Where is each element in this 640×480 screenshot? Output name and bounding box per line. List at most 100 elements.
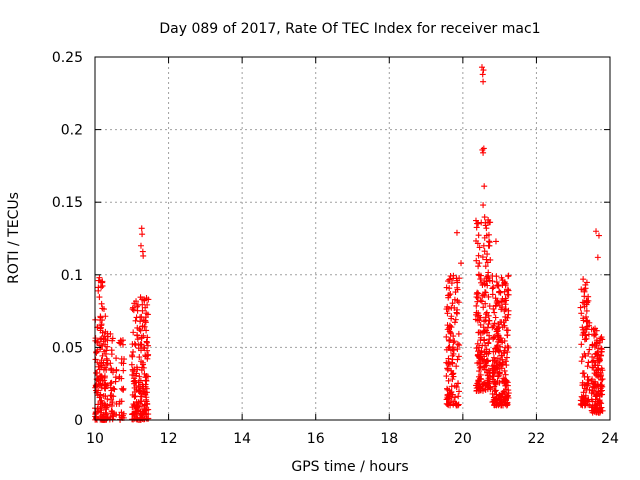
data-point (483, 346, 490, 353)
data-point (489, 378, 496, 385)
axis-ticks: 10 12 14 16 18 20 22 24 0 0.05 0.1 0.15 0.2 0.25 (52, 50, 619, 447)
data-point (446, 343, 453, 350)
data-point (132, 317, 139, 324)
data-point (485, 216, 492, 223)
data-point (474, 240, 481, 247)
data-point (502, 313, 509, 320)
data-point (581, 373, 588, 380)
data-point (580, 389, 587, 396)
data-point (480, 202, 487, 209)
data-point (98, 284, 105, 291)
data-point (102, 350, 109, 357)
data-point (581, 385, 588, 392)
data-point (135, 342, 142, 349)
data-point (498, 274, 505, 281)
data-point (484, 357, 491, 364)
data-point (476, 368, 483, 375)
data-point (593, 228, 600, 235)
data-point (478, 298, 485, 305)
data-point (138, 225, 145, 232)
data-point (473, 224, 480, 231)
data-point (136, 354, 143, 361)
data-point (448, 383, 455, 390)
data-point (98, 373, 105, 380)
data-point (447, 389, 454, 396)
data-point (458, 260, 465, 267)
data-point (578, 310, 585, 317)
data-point (583, 313, 590, 320)
data-point (473, 257, 480, 264)
data-point (483, 309, 490, 316)
data-point (138, 341, 145, 348)
data-point (109, 399, 116, 406)
data-point (107, 360, 114, 367)
data-point (479, 71, 486, 78)
data-point (594, 254, 601, 261)
data-point (591, 332, 598, 339)
data-point (100, 336, 107, 343)
data-point (496, 288, 503, 295)
data-point (504, 286, 511, 293)
data-point (103, 404, 110, 411)
data-point (477, 353, 484, 360)
data-point (490, 284, 497, 291)
data-point (455, 353, 462, 360)
y-axis-label: ROTI / TECUs (6, 192, 22, 284)
data-point (580, 276, 587, 283)
data-point (485, 367, 492, 374)
data-point (452, 289, 459, 296)
data-point (481, 183, 488, 190)
data-point (477, 363, 484, 370)
data-point (97, 325, 104, 332)
data-point (447, 323, 454, 330)
data-point (456, 342, 463, 349)
data-point (593, 405, 600, 412)
data-point (454, 279, 461, 286)
data-point (476, 260, 483, 267)
data-point (482, 289, 489, 296)
data-point (131, 300, 138, 307)
data-point (97, 314, 104, 321)
data-point (591, 381, 598, 388)
data-point (454, 356, 461, 363)
data-point (490, 322, 497, 329)
data-point (143, 339, 150, 346)
chart-title: Day 089 of 2017, Rate Of TEC Index for r… (159, 21, 540, 37)
data-point (116, 400, 123, 407)
data-point (492, 314, 499, 321)
data-point (474, 360, 481, 367)
data-point (138, 403, 145, 410)
data-point (504, 291, 511, 298)
data-point (505, 390, 512, 397)
data-point (489, 365, 496, 372)
data-point (108, 402, 115, 409)
data-point (140, 361, 147, 368)
data-point (454, 310, 461, 317)
data-point (141, 345, 148, 352)
data-point (485, 269, 492, 276)
data-point (582, 281, 589, 288)
y-tick-label: 0.2 (61, 123, 83, 139)
data-point (595, 351, 602, 358)
data-point (94, 392, 101, 399)
data-point (136, 373, 143, 380)
data-point (110, 393, 117, 400)
data-point (130, 329, 137, 336)
data-point (490, 335, 497, 342)
data-point (480, 149, 487, 156)
data-point (495, 332, 502, 339)
data-point (131, 384, 138, 391)
data-point (142, 374, 149, 381)
data-point (500, 391, 507, 398)
data-point (502, 371, 509, 378)
data-point (479, 342, 486, 349)
data-point (95, 363, 102, 370)
data-point (93, 349, 100, 356)
data-point (134, 336, 141, 343)
data-point (481, 318, 488, 325)
data-point (97, 391, 104, 398)
data-point (480, 145, 487, 152)
data-point (444, 385, 451, 392)
data-point (145, 296, 152, 303)
